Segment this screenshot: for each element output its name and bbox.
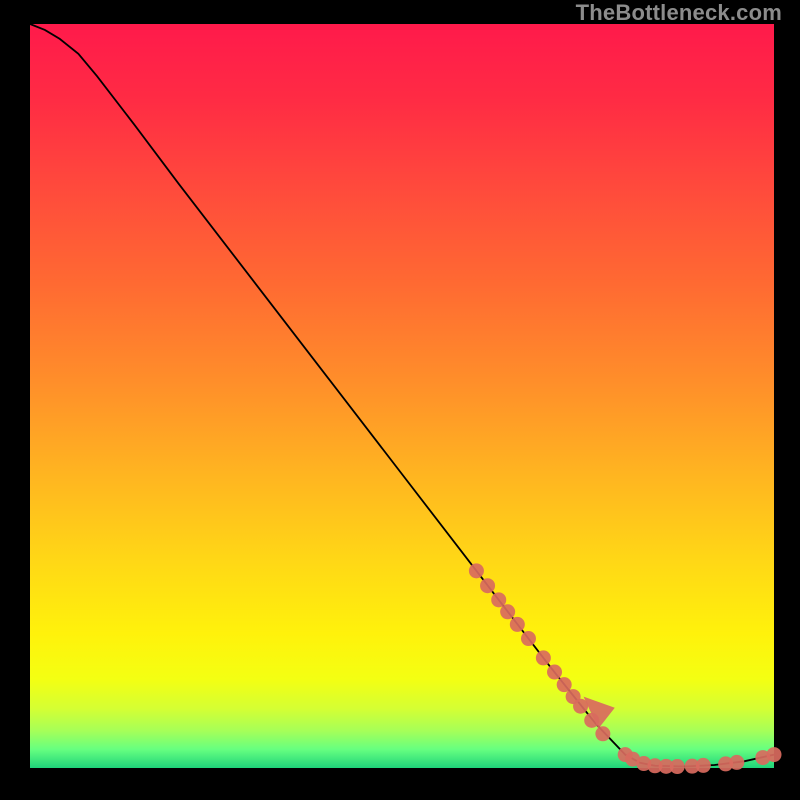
data-point xyxy=(547,665,562,680)
chart-svg xyxy=(0,0,800,800)
data-point xyxy=(557,677,572,692)
data-point xyxy=(500,604,515,619)
data-point xyxy=(670,759,685,774)
data-point xyxy=(536,650,551,665)
data-point xyxy=(696,758,711,773)
data-point xyxy=(729,755,744,770)
data-point xyxy=(480,578,495,593)
data-point xyxy=(584,713,599,728)
chart-stage: TheBottleneck.com xyxy=(0,0,800,800)
data-point xyxy=(469,563,484,578)
data-point xyxy=(767,747,782,762)
data-point xyxy=(573,699,588,714)
data-point xyxy=(595,726,610,741)
data-point xyxy=(521,631,536,646)
data-point xyxy=(510,617,525,632)
data-point xyxy=(491,592,506,607)
